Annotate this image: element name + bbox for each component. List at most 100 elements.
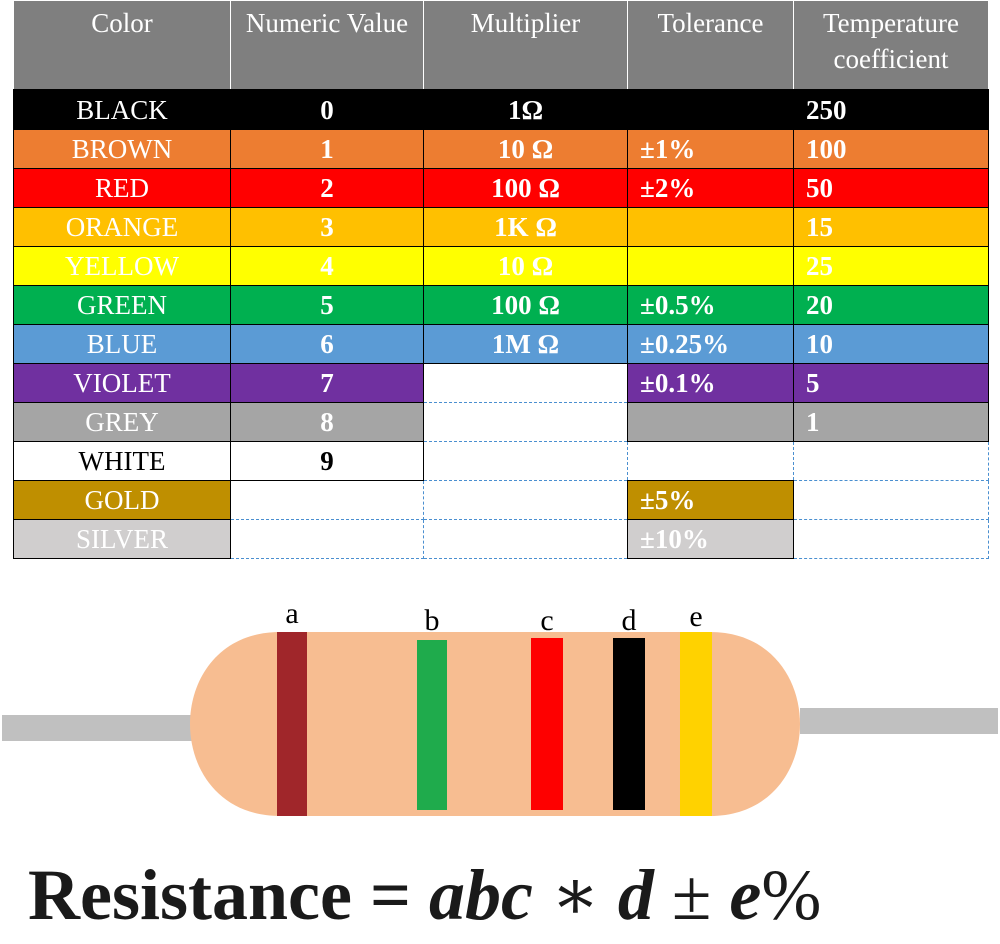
header-numeric-value: Numeric Value (230, 0, 424, 91)
table-row: SILVER ±10% (13, 519, 989, 559)
band-d (613, 638, 645, 810)
resistor-body (190, 632, 800, 816)
band-label-e: e (689, 600, 702, 633)
band-label-a: a (285, 597, 298, 630)
band-b (417, 640, 447, 810)
numeric-value-cell: 7 (230, 363, 424, 403)
table-row: BLUE 6 1M Ω ±0.25% 10 (13, 324, 989, 364)
table-row: RED 2 100 Ω ±2% 50 (13, 168, 989, 208)
multiplier-cell: 1Ω (423, 89, 628, 130)
multiplier-cell (423, 519, 628, 559)
band-label-c: c (540, 604, 553, 637)
resistor-diagram: a b c d e (2, 597, 998, 816)
formula-plusminus: ± (671, 855, 712, 935)
numeric-value-cell: 5 (230, 285, 424, 325)
resistance-formula: Resistance = abc ∗ d ± e% (28, 850, 821, 940)
tolerance-cell: ±0.1% (627, 363, 794, 403)
temperature-coefficient-cell: 10 (793, 324, 989, 364)
temperature-coefficient-cell: 20 (793, 285, 989, 325)
band-a (277, 632, 307, 816)
formula-lhs: Resistance (28, 855, 352, 935)
multiplier-cell (423, 363, 628, 403)
band-e (680, 632, 712, 816)
color-name-cell: GREEN (13, 285, 231, 325)
multiplier-cell: 100 Ω (423, 168, 628, 208)
header-tolerance: Tolerance (627, 0, 794, 91)
formula-multiplier: d (617, 855, 654, 935)
table-row: GOLD ±5% (13, 480, 989, 520)
right-lead (800, 708, 998, 734)
tolerance-cell (627, 246, 794, 286)
tolerance-cell (627, 441, 794, 481)
tolerance-cell: ±0.5% (627, 285, 794, 325)
header-color: Color (13, 0, 231, 91)
header-multiplier: Multiplier (423, 0, 628, 91)
temperature-coefficient-cell: 250 (793, 89, 989, 130)
band-label-d: d (622, 604, 637, 637)
band-label-b: b (425, 604, 440, 637)
table-row: BLACK 0 1Ω 250 (13, 89, 989, 130)
formula-times: ∗ (550, 855, 600, 935)
multiplier-cell: 10 Ω (423, 129, 628, 169)
temperature-coefficient-cell: 5 (793, 363, 989, 403)
multiplier-cell: 1K Ω (423, 207, 628, 247)
header-temperature-coefficient: Temperature coefficient (793, 0, 989, 91)
formula-equals: = (369, 855, 411, 935)
multiplier-cell: 100 Ω (423, 285, 628, 325)
color-name-cell: GREY (13, 402, 231, 442)
numeric-value-cell: 0 (230, 89, 424, 130)
temperature-coefficient-cell: 25 (793, 246, 989, 286)
numeric-value-cell (230, 480, 424, 520)
numeric-value-cell: 1 (230, 129, 424, 169)
color-name-cell: WHITE (13, 441, 231, 481)
left-lead (2, 715, 202, 741)
band-c (531, 638, 563, 810)
header-row: Color Numeric Value Multiplier Tolerance… (13, 0, 989, 91)
color-name-cell: GOLD (13, 480, 231, 520)
tolerance-cell: ±2% (627, 168, 794, 208)
temperature-coefficient-cell: 1 (793, 402, 989, 442)
numeric-value-cell: 8 (230, 402, 424, 442)
table-body: BLACK 0 1Ω 250 BROWN 1 10 Ω ±1% 100 RED 2 100 Ω ±2% 5… (13, 89, 989, 559)
tolerance-cell: ±1% (627, 129, 794, 169)
numeric-value-cell: 4 (230, 246, 424, 286)
multiplier-cell (423, 402, 628, 442)
multiplier-cell (423, 441, 628, 481)
formula-tolerance: e (729, 855, 762, 935)
tolerance-cell: ±0.25% (627, 324, 794, 364)
temperature-coefficient-cell (793, 441, 989, 481)
table-row: GREEN 5 100 Ω ±0.5% 20 (13, 285, 989, 325)
table-row: WHITE 9 (13, 441, 989, 481)
temperature-coefficient-cell (793, 480, 989, 520)
multiplier-cell: 1M Ω (423, 324, 628, 364)
color-name-cell: YELLOW (13, 246, 231, 286)
temperature-coefficient-cell: 15 (793, 207, 989, 247)
resistor-bands: a b c d e (277, 597, 712, 816)
table-row: BROWN 1 10 Ω ±1% 100 (13, 129, 989, 169)
color-name-cell: BLUE (13, 324, 231, 364)
table-row: VIOLET 7 ±0.1% 5 (13, 363, 989, 403)
numeric-value-cell (230, 519, 424, 559)
temperature-coefficient-cell (793, 519, 989, 559)
color-name-cell: VIOLET (13, 363, 231, 403)
color-name-cell: SILVER (13, 519, 231, 559)
formula-digits: abc (428, 855, 533, 935)
numeric-value-cell: 3 (230, 207, 424, 247)
multiplier-cell (423, 480, 628, 520)
multiplier-cell: 10 Ω (423, 246, 628, 286)
table-row: GREY 8 1 (13, 402, 989, 442)
table-row: YELLOW 4 10 Ω 25 (13, 246, 989, 286)
numeric-value-cell: 6 (230, 324, 424, 364)
color-name-cell: BLACK (13, 89, 231, 130)
tolerance-cell (627, 207, 794, 247)
color-code-table-container: Color Numeric Value Multiplier Tolerance… (13, 0, 989, 559)
tolerance-cell (627, 89, 794, 130)
tolerance-cell: ±5% (627, 480, 794, 520)
color-name-cell: ORANGE (13, 207, 231, 247)
numeric-value-cell: 2 (230, 168, 424, 208)
table-row: ORANGE 3 1K Ω 15 (13, 207, 989, 247)
numeric-value-cell: 9 (230, 441, 424, 481)
color-name-cell: RED (13, 168, 231, 208)
tolerance-cell (627, 402, 794, 442)
color-code-table: Color Numeric Value Multiplier Tolerance… (13, 0, 989, 559)
